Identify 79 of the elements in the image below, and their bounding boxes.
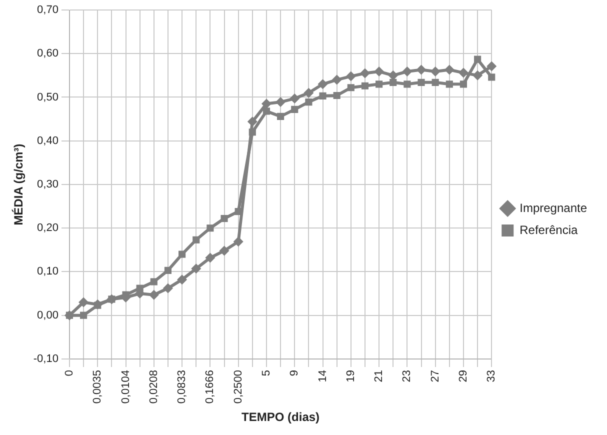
- point: [319, 92, 326, 100]
- point: [418, 78, 425, 86]
- x-tick-label: 0: [64, 370, 76, 376]
- point: [233, 236, 244, 247]
- point: [472, 70, 483, 80]
- point: [80, 312, 88, 319]
- point: [192, 236, 200, 244]
- point: [444, 64, 454, 75]
- point: [191, 264, 202, 274]
- x-tick-label: 27: [429, 370, 442, 382]
- point: [205, 252, 216, 263]
- point: [347, 84, 354, 92]
- y-axis-title: MÉDIA (g/cm³): [12, 144, 26, 226]
- y-tick-label: 0,20: [37, 222, 58, 234]
- point: [276, 97, 286, 108]
- point: [374, 66, 384, 77]
- point: [220, 214, 228, 222]
- point: [291, 106, 298, 113]
- point: [290, 94, 300, 104]
- x-tick-label: 33: [486, 370, 498, 382]
- point: [304, 88, 314, 98]
- point: [177, 274, 188, 285]
- x-tick-label: 19: [344, 370, 357, 382]
- legend-label: Impregnante: [520, 200, 588, 215]
- point: [432, 78, 439, 86]
- point: [488, 74, 496, 81]
- point: [376, 80, 383, 88]
- point: [164, 266, 172, 274]
- y-tick-label: 0,50: [37, 91, 58, 104]
- y-tick-label: -0,10: [33, 352, 58, 365]
- point: [178, 250, 186, 258]
- point: [474, 56, 482, 63]
- point: [404, 80, 411, 88]
- point: [92, 299, 103, 310]
- point: [446, 80, 453, 88]
- y-tick-label: 0,10: [37, 266, 58, 278]
- point: [361, 82, 369, 90]
- point: [78, 297, 89, 308]
- point: [150, 278, 158, 286]
- point: [162, 283, 173, 294]
- x-tick-label: 0,1666: [204, 370, 216, 404]
- x-tick-label: 9: [288, 370, 301, 376]
- point: [332, 74, 342, 85]
- point: [460, 80, 468, 88]
- x-tick-label: 14: [316, 370, 329, 382]
- point: [346, 71, 356, 82]
- x-tick-label: 0,0208: [148, 370, 160, 404]
- legend-label: Referência: [520, 222, 578, 237]
- point: [305, 98, 312, 106]
- y-tick-label: 0,30: [37, 178, 58, 191]
- point: [390, 78, 397, 86]
- point: [360, 68, 370, 78]
- x-tick-label: 0,0035: [92, 370, 104, 404]
- y-tick-label: 0,40: [37, 134, 58, 147]
- x-tick-label: 21: [373, 370, 386, 382]
- point: [247, 116, 258, 127]
- point: [486, 61, 497, 72]
- point: [388, 70, 398, 80]
- point: [206, 224, 214, 232]
- y-tick-label: 0,60: [37, 48, 58, 60]
- y-tick-label: 0,70: [37, 4, 58, 16]
- x-tick-label: 23: [401, 370, 414, 382]
- x-tick-label: 0,2500: [232, 370, 244, 404]
- point: [219, 246, 230, 256]
- point: [148, 290, 159, 300]
- x-tick-label: 29: [458, 370, 470, 382]
- x-axis-title: TEMPO (dias): [242, 410, 320, 424]
- x-tick-label: 0,0104: [120, 370, 132, 404]
- point: [458, 68, 468, 78]
- point: [402, 66, 412, 77]
- point: [430, 66, 440, 77]
- x-tick-label: 0,0833: [176, 370, 188, 404]
- point: [277, 112, 284, 120]
- point: [261, 98, 272, 109]
- point: [318, 79, 328, 90]
- point: [416, 64, 426, 75]
- point: [333, 92, 340, 100]
- y-tick-label: 0,00: [37, 309, 58, 322]
- x-tick-label: 5: [260, 370, 273, 376]
